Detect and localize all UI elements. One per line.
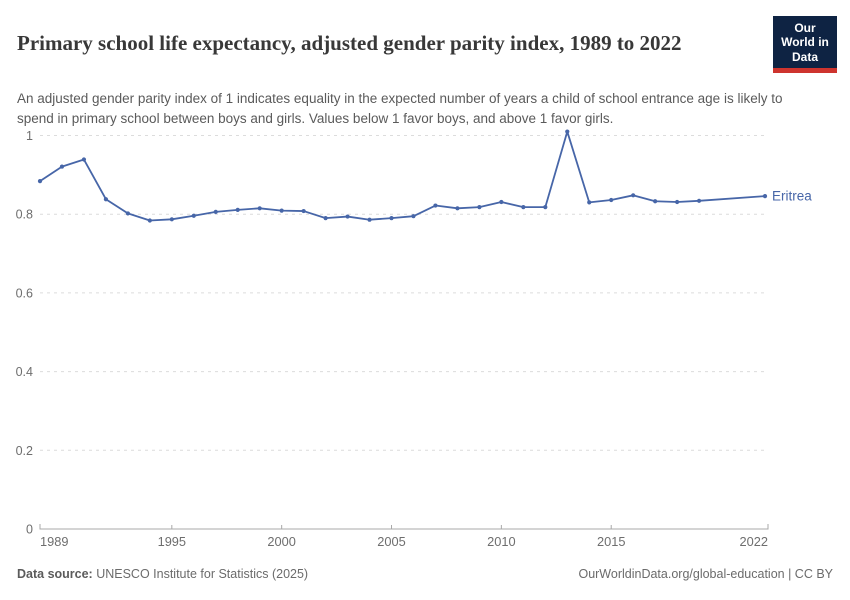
x-tick-label: 2015 bbox=[597, 534, 625, 549]
data-point bbox=[81, 157, 87, 162]
data-point bbox=[411, 214, 416, 219]
x-tick-label: 2010 bbox=[487, 534, 515, 549]
chart-canvas: 0 0.2 0.4 0.6 0.8 1 1989 1995 2000 2005 2010 2015 20… bbox=[16, 129, 813, 549]
data-point bbox=[455, 206, 460, 211]
data-point bbox=[521, 205, 526, 210]
data-point bbox=[543, 205, 548, 210]
data-point bbox=[477, 205, 482, 210]
data-point bbox=[59, 164, 65, 169]
x-axis bbox=[39, 524, 769, 530]
data-point bbox=[257, 206, 262, 211]
chart-subtitle: An adjusted gender parity index of 1 ind… bbox=[17, 90, 783, 126]
x-tick-label: 2005 bbox=[377, 534, 405, 549]
data-point bbox=[191, 213, 196, 218]
y-tick-label: 0.4 bbox=[16, 365, 33, 379]
data-point bbox=[631, 193, 636, 198]
data-point bbox=[675, 199, 680, 205]
data-point bbox=[37, 179, 43, 184]
x-tick-label: 2022 bbox=[740, 534, 768, 549]
y-tick-label: 0.8 bbox=[16, 208, 33, 222]
x-tick-label: 1989 bbox=[40, 534, 68, 549]
y-tick-label: 0.2 bbox=[16, 444, 33, 458]
y-tick-label: 0.6 bbox=[16, 286, 33, 300]
x-tick-label: 2000 bbox=[267, 534, 295, 549]
data-point bbox=[235, 207, 240, 212]
data-point bbox=[125, 211, 130, 216]
data-point bbox=[345, 214, 350, 219]
data-point bbox=[565, 129, 570, 134]
y-tick-label: 0 bbox=[26, 523, 33, 537]
data-point bbox=[499, 199, 504, 205]
data-point bbox=[147, 218, 152, 223]
data-point bbox=[279, 208, 284, 213]
data-point bbox=[587, 200, 592, 205]
data-point bbox=[323, 216, 328, 221]
data-point bbox=[433, 203, 438, 208]
data-point bbox=[367, 217, 372, 222]
data-point bbox=[653, 199, 658, 204]
chart-area: 0 0.2 0.4 0.6 0.8 1 1989 1995 2000 2005 2010 2015 20… bbox=[0, 118, 850, 563]
data-point bbox=[696, 198, 702, 203]
owid-link[interactable]: OurWorldinData.org/global-education | CC… bbox=[578, 567, 833, 581]
data-point bbox=[169, 217, 174, 222]
data-point bbox=[213, 209, 218, 214]
data-source-label: Data source: bbox=[17, 567, 93, 581]
data-point bbox=[103, 197, 109, 202]
series-line bbox=[39, 130, 766, 222]
data-source-value: UNESCO Institute for Statistics (2025) bbox=[92, 567, 309, 581]
y-tick-label: 1 bbox=[26, 129, 33, 143]
data-point bbox=[762, 193, 768, 199]
owid-logo: Our World in Data bbox=[773, 16, 837, 74]
x-tick-label: 1995 bbox=[158, 534, 186, 549]
data-point bbox=[301, 208, 306, 214]
data-source[interactable]: Data source: UNESCO Institute for Statis… bbox=[17, 567, 308, 581]
data-point bbox=[389, 216, 394, 221]
data-point bbox=[609, 197, 614, 203]
owid-logo-text: Our World in Data bbox=[781, 21, 829, 64]
page-title: Primary school life expectancy, adjusted… bbox=[17, 31, 682, 56]
series-entity-label: Eritrea bbox=[772, 189, 812, 204]
